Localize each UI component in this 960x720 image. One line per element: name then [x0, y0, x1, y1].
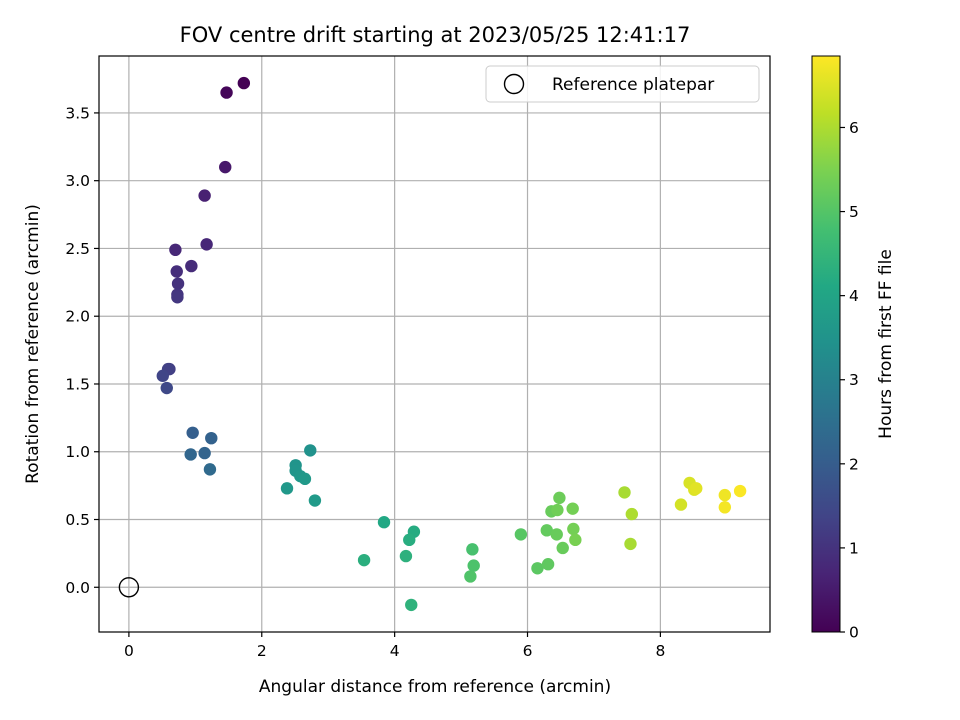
data-point	[220, 86, 233, 99]
y-axis-ticks: 0.0 0.5 1.0 1.5 2.0 2.5 3.0 3.5	[65, 104, 99, 597]
y-tick-label: 3.5	[65, 104, 90, 122]
x-tick-label: 6	[523, 642, 533, 660]
data-point	[171, 291, 184, 304]
data-point	[198, 446, 211, 460]
data-point	[540, 524, 553, 537]
data-point	[304, 444, 317, 457]
data-point	[198, 189, 211, 202]
chart-title: FOV centre drift starting at 2023/05/25 …	[180, 23, 691, 47]
y-tick-label: 0.0	[65, 579, 90, 597]
y-tick-label: 3.0	[65, 172, 90, 190]
reference-platepar-marker	[118, 577, 140, 598]
data-point	[464, 570, 477, 583]
legend-box	[485, 65, 760, 103]
data-point	[169, 243, 182, 257]
colorbar-tick-label: 4	[849, 287, 859, 305]
data-point	[625, 507, 639, 521]
y-tick-label: 1.0	[65, 443, 90, 461]
data-point	[567, 522, 580, 536]
x-axis-ticks: 0 2 4 6 8	[124, 632, 665, 660]
x-tick-label: 0	[124, 642, 134, 660]
colorbar-gradient	[811, 55, 841, 633]
data-point	[541, 558, 555, 571]
data-point	[377, 516, 391, 529]
data-point	[674, 498, 688, 511]
y-tick-label: 2.0	[65, 308, 90, 326]
plot-frame	[98, 55, 771, 633]
data-point	[466, 543, 479, 556]
colorbar-tick-label: 6	[849, 119, 859, 137]
colorbar-tick-label: 0	[849, 624, 859, 642]
y-axis-label: Rotation from reference (arcmin)	[23, 204, 43, 484]
data-point	[298, 472, 312, 486]
data-point	[200, 238, 213, 251]
data-point	[170, 265, 183, 278]
data-point	[399, 549, 413, 563]
data-point	[718, 501, 732, 514]
reference-point	[118, 577, 140, 598]
x-tick-label: 8	[655, 642, 665, 660]
data-point	[550, 528, 563, 541]
x-tick-label: 4	[390, 642, 400, 660]
data-point	[357, 553, 371, 567]
data-points	[156, 76, 747, 612]
data-point	[171, 277, 185, 290]
data-point	[308, 494, 322, 507]
data-point	[219, 160, 232, 174]
data-point	[467, 559, 480, 572]
data-point	[280, 482, 294, 495]
colorbar-label: Hours from first FF file	[876, 249, 896, 439]
legend-entry-reference-platepar: Reference platepar	[552, 75, 714, 95]
data-point	[405, 598, 418, 612]
y-tick-label: 1.5	[65, 375, 90, 393]
colorbar-tick-label: 1	[849, 539, 859, 557]
legend-marker-open-circle	[503, 73, 525, 95]
colorbar-tick-label: 3	[849, 371, 859, 389]
data-point	[203, 463, 217, 476]
data-point	[514, 528, 528, 541]
data-point	[733, 484, 747, 498]
data-point	[556, 541, 569, 555]
data-point	[184, 448, 197, 461]
data-point	[160, 381, 173, 395]
legend: Reference platepar	[485, 65, 760, 103]
x-tick-label: 2	[257, 642, 267, 660]
y-tick-label: 2.5	[65, 240, 90, 258]
data-point	[186, 426, 199, 439]
data-point	[156, 369, 169, 383]
data-point	[551, 503, 564, 517]
data-point	[618, 486, 631, 499]
colorbar-tick-label: 2	[849, 455, 859, 473]
grid-lines	[99, 56, 770, 632]
data-point	[566, 502, 579, 515]
data-point	[237, 76, 251, 90]
data-point	[569, 533, 582, 547]
x-axis-label: Angular distance from reference (arcmin)	[259, 677, 611, 697]
data-point	[690, 482, 703, 495]
data-point	[185, 259, 198, 273]
colorbar-tick-label: 5	[849, 203, 859, 221]
data-point	[553, 491, 566, 505]
data-point	[205, 431, 218, 445]
colorbar-ticks: 0 1 2 3 4 5 6	[840, 119, 859, 642]
data-point	[531, 562, 544, 575]
data-point	[403, 533, 416, 547]
data-point	[718, 488, 732, 502]
y-tick-label: 0.5	[65, 511, 90, 529]
data-point	[624, 537, 637, 551]
colorbar: 0 1 2 3 4 5 6 Hours from first FF file	[811, 55, 896, 642]
